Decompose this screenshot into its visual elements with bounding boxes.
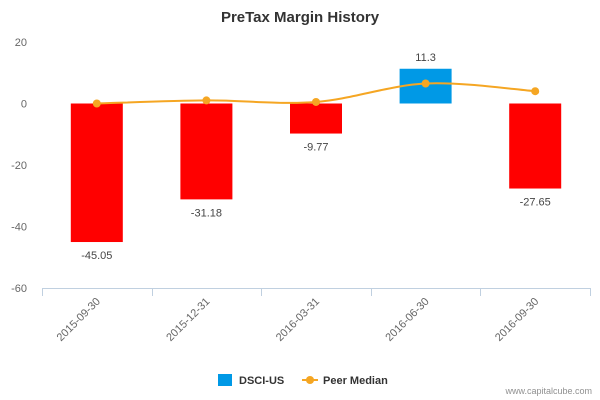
legend-item-peer-median[interactable]: Peer Median — [302, 375, 388, 387]
peer-median-point-2016-03-31[interactable] — [312, 97, 320, 106]
data-label: -27.65 — [520, 197, 551, 209]
x-tick-label: 2015-12-31 — [164, 296, 212, 344]
x-tick-label: 2016-03-31 — [274, 296, 322, 344]
y-tick-label: 20 — [15, 37, 27, 49]
legend-label-peer-median: Peer Median — [323, 375, 388, 387]
peer-median-point-2015-12-31[interactable] — [202, 96, 211, 105]
peer-median-series — [92, 79, 540, 108]
peer-median-point-2016-09-30[interactable] — [531, 87, 540, 96]
data-labels: -45.05 -31.18 -9.77 11.3 -27.65 — [81, 52, 551, 262]
y-axis: 20 0 -20 -40 -60 — [11, 37, 27, 295]
legend-marker-peer-median — [306, 376, 314, 384]
y-tick-label: -40 — [11, 222, 27, 234]
x-tick-label: 2015-09-30 — [55, 296, 103, 344]
credit-text: www.capitalcube.com — [504, 386, 592, 396]
legend-swatch-dsci — [218, 374, 232, 386]
y-tick-label: 0 — [21, 99, 27, 111]
data-label: -9.77 — [303, 142, 328, 154]
y-tick-label: -20 — [11, 160, 27, 172]
chart-title: PreTax Margin History — [221, 9, 380, 26]
bar-2015-09-30[interactable] — [70, 103, 123, 243]
bar-2015-12-31[interactable] — [180, 103, 233, 200]
bar-2016-09-30[interactable] — [509, 103, 562, 189]
data-label: -31.18 — [191, 207, 222, 219]
peer-median-point-2015-09-30[interactable] — [92, 99, 101, 108]
legend-label-dsci: DSCI-US — [239, 375, 284, 387]
y-tick-label: -60 — [11, 283, 27, 295]
legend-item-dsci[interactable]: DSCI-US — [218, 374, 284, 387]
legend: DSCI-US Peer Median — [218, 374, 388, 387]
bar-2016-03-31[interactable] — [290, 103, 342, 134]
peer-median-point-2016-06-30[interactable] — [421, 79, 430, 88]
data-label: -45.05 — [81, 250, 112, 262]
x-tick-label: 2016-09-30 — [493, 296, 541, 344]
data-label: 11.3 — [415, 52, 436, 64]
x-tick-label: 2016-06-30 — [383, 296, 431, 344]
x-axis: 2015-09-30 2015-12-31 2016-03-31 2016-06-30… — [42, 288, 591, 344]
bar-series — [70, 68, 562, 243]
